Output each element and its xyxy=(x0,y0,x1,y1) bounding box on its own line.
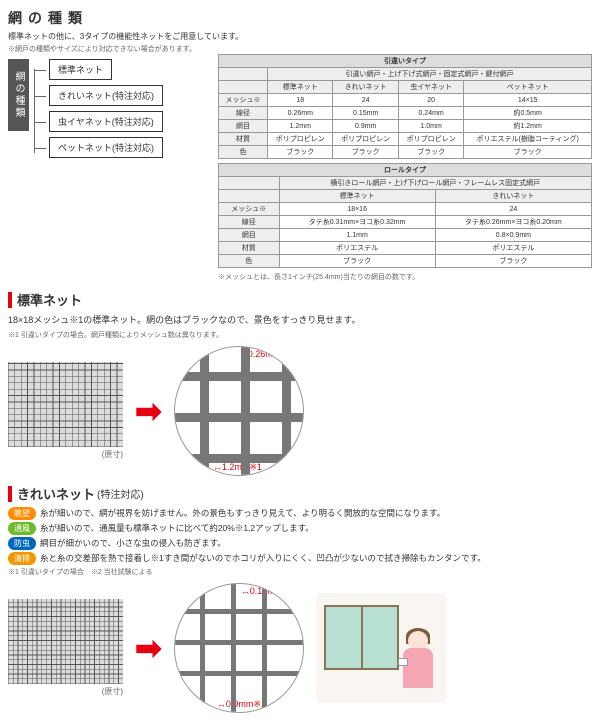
section-1-title: 標準ネット xyxy=(17,290,82,309)
page-subtitle: 標準ネットの他に、3タイプの機能性ネットをご用意しています。 xyxy=(8,31,592,42)
arrow-icon: ➡ xyxy=(135,629,162,667)
window-icon xyxy=(324,605,399,670)
section-2-features: 眺望糸が細いので、網が視界を妨げません。外の景色もすっきり見えて、より明るく開放… xyxy=(8,507,592,565)
spec-tables-col: 引違いタイプ 引違い網戸・上げ下げ式網戸・固定式網戸・鍵付網戸 標準ネットきれい… xyxy=(218,54,592,282)
section-1-header: 標準ネット xyxy=(8,290,592,309)
feature-text: 糸が細いので、通風量も標準ネットに比べて約20%※1,2アップします。 xyxy=(40,522,314,534)
magnify-2: ↔0.15mm※1 ↔0.9mm※1 xyxy=(174,583,304,713)
feature-text: 網目が細かいので、小さな虫の侵入も防ぎます。 xyxy=(40,537,226,549)
type-diagram-col: 網の種類 標準ネット きれいネット(特注対応) 虫イヤネット(特注対応) ペット… xyxy=(8,54,208,282)
arrow-icon: ➡ xyxy=(135,392,162,430)
dim-2-top: ↔0.15mm※1 xyxy=(241,586,295,597)
section-1-visual: (原寸) ➡ ↔0.26mm※1 ↔1.2mm※1 xyxy=(8,346,592,476)
section-2-note: ※1 引違いタイプの場合 ※2 当社試験による xyxy=(8,567,592,577)
section-1-desc: 18×18メッシュ※1の標準ネット。網の色はブラックなので、景色をすっきり見せま… xyxy=(8,313,592,326)
t2-subtitle: 横引きロール網戸・上げ下げロール網戸・フレームレス固定式網戸 xyxy=(279,177,591,190)
t1-subtitle: 引違い網戸・上げ下げ式網戸・固定式網戸・鍵付網戸 xyxy=(268,68,592,81)
feature-text: 糸が細いので、網が視界を妨げません。外の景色もすっきり見えて、より明るく開放的な… xyxy=(40,507,445,519)
net-type-0: 標準ネット xyxy=(49,59,112,80)
feature-tag: 眺望 xyxy=(8,507,36,520)
spec-table-2: ロールタイプ 横引きロール網戸・上げ下げロール網戸・フレームレス固定式網戸 標準… xyxy=(218,163,592,268)
t1-title: 引違いタイプ xyxy=(219,55,592,68)
type-label: 網の種類 xyxy=(8,59,29,131)
type-tree: 標準ネット きれいネット(特注対応) 虫イヤネット(特注対応) ペットネット(特… xyxy=(34,59,163,163)
page-title: 網の種類 xyxy=(8,8,592,28)
top-section: 網の種類 標準ネット きれいネット(特注対応) 虫イヤネット(特注対応) ペット… xyxy=(8,54,592,282)
t2-title: ロールタイプ xyxy=(219,164,592,177)
net-type-2: 虫イヤネット(特注対応) xyxy=(49,111,163,132)
section-2-header: きれいネット (特注対応) xyxy=(8,484,592,503)
section-1-note: ※1 引違いタイプの場合。網戸種類によりメッシュ数は異なります。 xyxy=(8,330,592,340)
section-2-title-sub: (特注対応) xyxy=(97,486,144,501)
dim-1-bottom: ↔1.2mm※1 xyxy=(213,462,262,473)
mesh-sample-1: (原寸) xyxy=(8,362,123,460)
feature-tag: 清掃 xyxy=(8,552,36,565)
section-2-visual: (原寸) ➡ ↔0.15mm※1 ↔0.9mm※1 xyxy=(8,583,592,713)
table-footnote: ※メッシュとは、長さ1インチ(25.4mm)当たりの網目の数です。 xyxy=(218,272,592,282)
section-2-title: きれいネット xyxy=(17,484,95,503)
net-type-1: きれいネット(特注対応) xyxy=(49,85,163,106)
header-note: ※網戸の種類やサイズにより対応できない場合があります。 xyxy=(8,44,592,54)
feature-tag: 防虫 xyxy=(8,537,36,550)
person-icon xyxy=(396,623,441,698)
spec-table-1: 引違いタイプ 引違い網戸・上げ下げ式網戸・固定式網戸・鍵付網戸 標準ネットきれい… xyxy=(218,54,592,159)
feature-text: 糸と糸の交差部を熱で接着し※1すき間がないのでホコリが入りにくく、凹凸が少ないの… xyxy=(40,552,486,564)
feature-tag: 通風 xyxy=(8,522,36,535)
net-type-3: ペットネット(特注対応) xyxy=(49,137,163,158)
mesh-sample-2: (原寸) xyxy=(8,599,123,697)
dim-2-bottom: ↔0.9mm※1 xyxy=(217,699,266,710)
magnify-1: ↔0.26mm※1 ↔1.2mm※1 xyxy=(174,346,304,476)
room-illustration xyxy=(316,593,446,703)
